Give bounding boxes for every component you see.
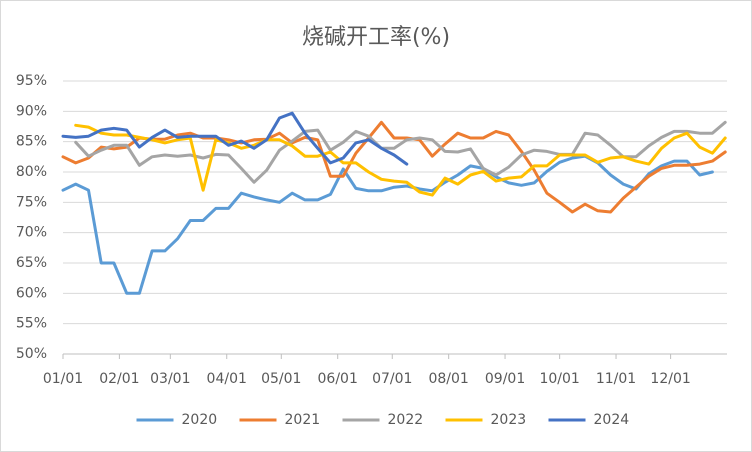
x-tick-label: 11/01 [596,371,636,387]
chart-title: 烧碱开工率(%) [302,25,450,50]
y-tick-label: 95% [16,73,47,89]
x-tick-label: 07/01 [372,371,412,387]
x-tick-label: 02/01 [99,371,139,387]
y-tick-label: 65% [16,255,47,271]
line-series [74,123,727,197]
legend-label: 2021 [285,412,321,428]
legend-label: 2024 [594,412,630,428]
x-tick-label: 12/01 [650,371,690,387]
line-series [61,111,409,166]
line-series [61,154,714,295]
x-tick-label: 10/01 [539,371,579,387]
line-series [74,120,727,184]
y-tick-label: 50% [16,346,47,362]
x-tick-label: 09/01 [485,371,525,387]
y-tick-label: 85% [16,134,47,150]
x-tick-label: 03/01 [150,371,190,387]
x-tick-label: 08/01 [428,371,468,387]
legend-label: 2020 [182,412,218,428]
legend-label: 2023 [491,412,527,428]
y-tick-label: 80% [16,164,47,180]
y-tick-label: 70% [16,225,47,241]
y-tick-label: 60% [16,285,47,301]
y-tick-label: 55% [16,316,47,332]
x-tick-label: 06/01 [318,371,358,387]
y-tick-label: 75% [16,194,47,210]
legend-label: 2022 [388,412,424,428]
y-tick-label: 90% [16,103,47,119]
x-tick-label: 04/01 [207,371,247,387]
x-tick-label: 05/01 [261,371,301,387]
x-tick-label: 01/01 [43,371,83,387]
